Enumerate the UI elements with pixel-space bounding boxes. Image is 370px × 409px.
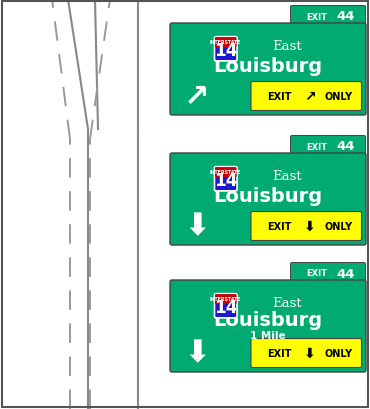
Text: ↗: ↗ (304, 90, 315, 104)
Text: INTERSTATE: INTERSTATE (210, 170, 242, 175)
Text: East: East (272, 296, 302, 309)
Text: EXIT: EXIT (307, 142, 328, 151)
Text: EXIT: EXIT (307, 269, 328, 278)
FancyBboxPatch shape (290, 7, 366, 27)
FancyBboxPatch shape (170, 280, 366, 372)
Text: Louisburg: Louisburg (213, 310, 323, 330)
Text: 14: 14 (214, 299, 238, 317)
Text: Louisburg: Louisburg (213, 187, 323, 205)
Text: ⬇: ⬇ (304, 220, 315, 234)
Bar (216, 295, 236, 303)
Bar (216, 169, 236, 177)
FancyBboxPatch shape (251, 82, 361, 111)
Text: ⬇: ⬇ (184, 339, 210, 368)
Text: ⬇: ⬇ (184, 212, 210, 241)
Text: 44: 44 (337, 11, 355, 23)
FancyBboxPatch shape (215, 294, 236, 304)
Text: ONLY: ONLY (324, 222, 353, 231)
FancyBboxPatch shape (215, 38, 236, 48)
Text: East: East (272, 169, 302, 182)
Text: ONLY: ONLY (324, 92, 353, 102)
Text: ONLY: ONLY (324, 348, 353, 358)
Text: 14: 14 (214, 172, 238, 190)
Text: Louisburg: Louisburg (213, 57, 323, 76)
FancyBboxPatch shape (290, 263, 366, 284)
Text: 44: 44 (337, 267, 355, 280)
FancyBboxPatch shape (251, 339, 361, 368)
Text: 1 Mile: 1 Mile (250, 330, 286, 340)
Text: East: East (272, 40, 302, 53)
FancyBboxPatch shape (170, 154, 366, 245)
Text: INTERSTATE: INTERSTATE (210, 297, 242, 302)
Text: ↗: ↗ (184, 82, 210, 111)
Text: 14: 14 (214, 43, 238, 60)
Text: EXIT: EXIT (307, 12, 328, 21)
Text: INTERSTATE: INTERSTATE (210, 40, 242, 45)
FancyBboxPatch shape (170, 24, 366, 116)
Text: EXIT: EXIT (267, 222, 292, 231)
FancyBboxPatch shape (215, 294, 237, 318)
Text: EXIT: EXIT (267, 348, 292, 358)
FancyBboxPatch shape (215, 168, 236, 178)
FancyBboxPatch shape (290, 136, 366, 157)
FancyBboxPatch shape (251, 212, 361, 241)
FancyBboxPatch shape (215, 38, 237, 62)
Text: ⬇: ⬇ (304, 346, 315, 360)
Bar (216, 39, 236, 47)
FancyBboxPatch shape (215, 167, 237, 191)
Text: 44: 44 (337, 140, 355, 153)
Text: EXIT: EXIT (267, 92, 292, 102)
